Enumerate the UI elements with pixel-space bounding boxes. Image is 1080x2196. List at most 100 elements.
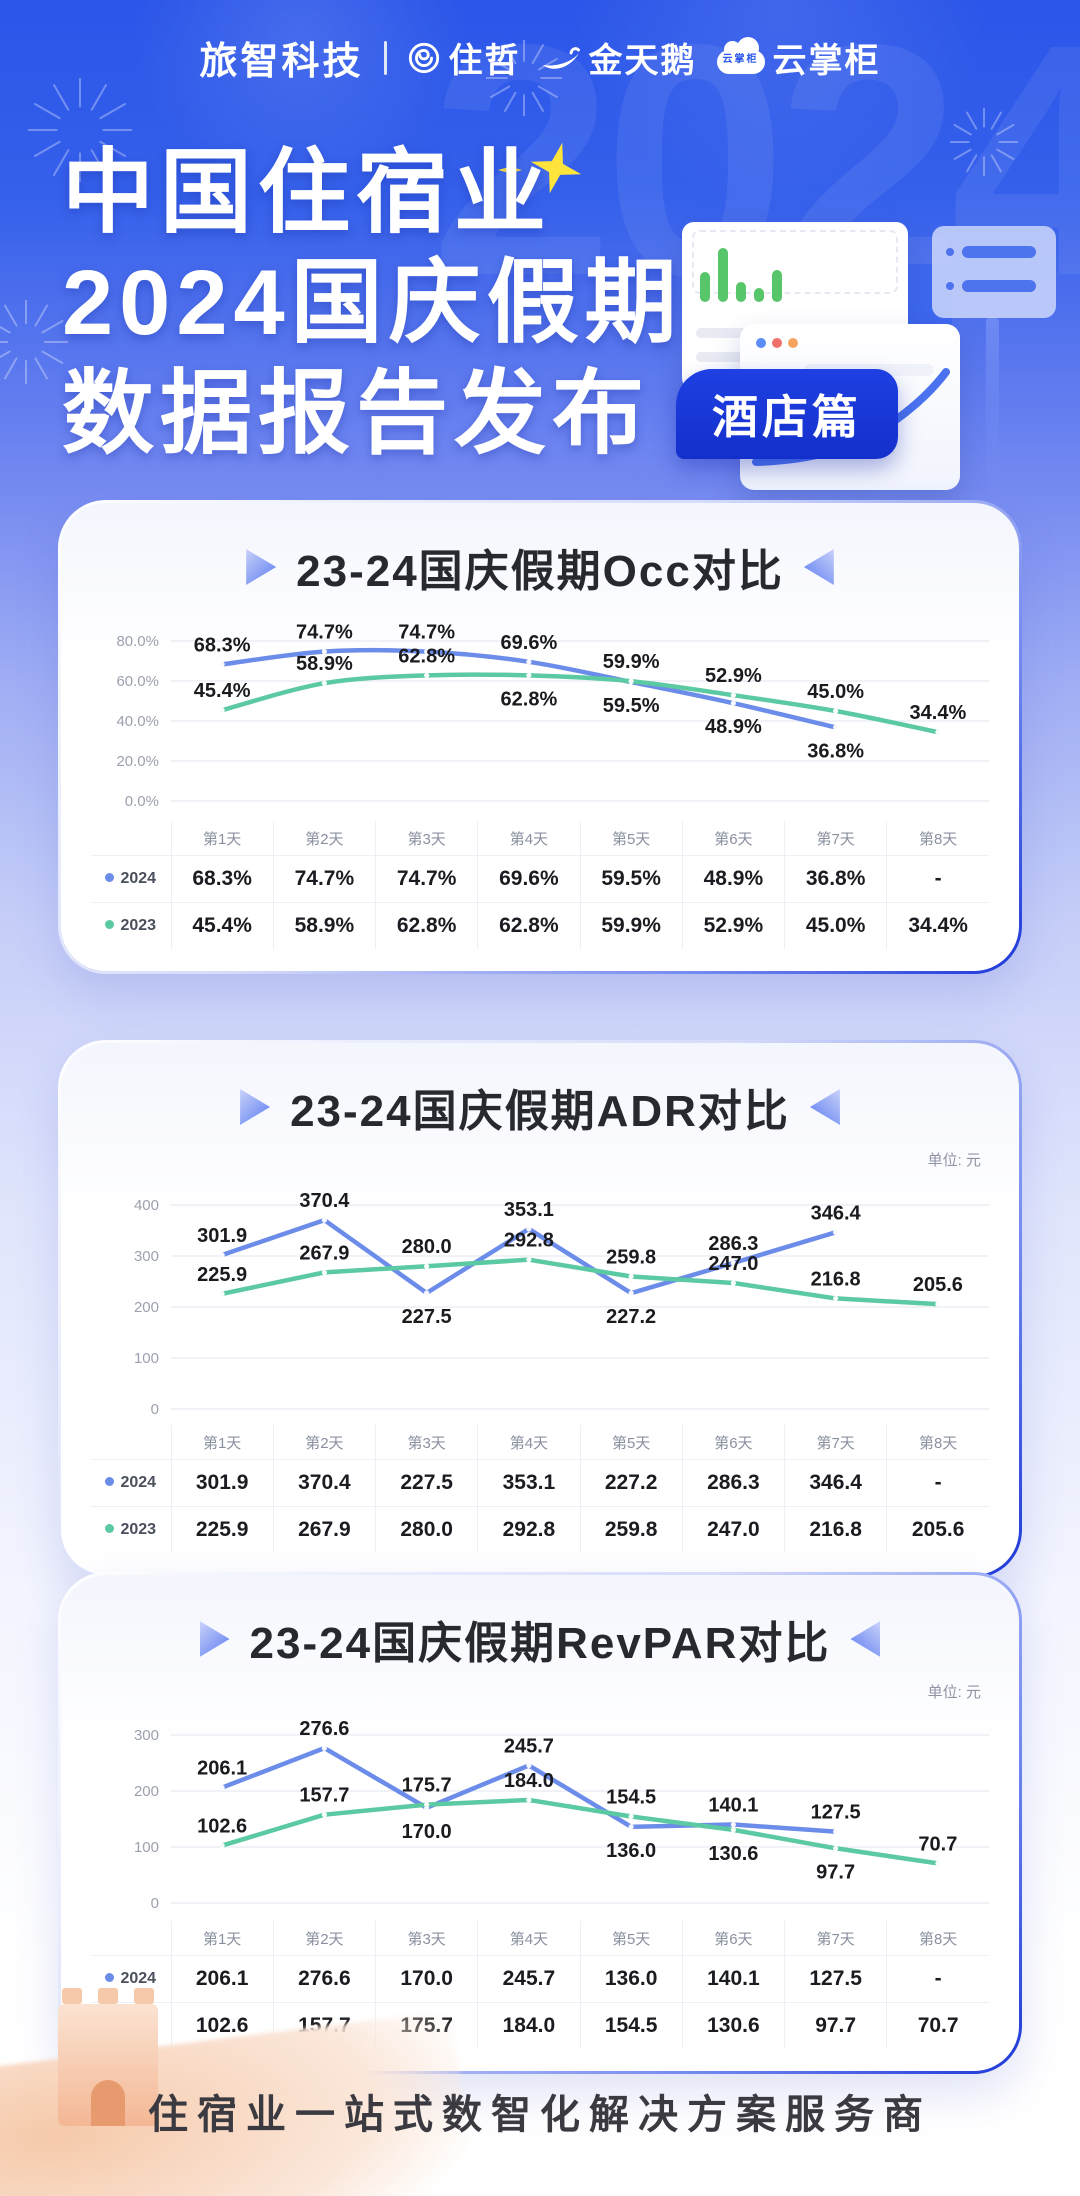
brand-logo-text: 旅智科技 [199, 41, 364, 83]
chart-data-table: 第1天 第2天 第3天 第4天 第5天 第6天 第7天 第8天 2024 206.1 276.6 17… [91, 1921, 989, 2049]
svg-text:70.7: 70.7 [918, 1833, 957, 1855]
occ-data-table-host: 第1天 第2天 第3天 第4天 第5天 第6天 第7天 第8天 2024 68.3% 74.7% 74… [91, 821, 989, 949]
partner-jintiane: 金天鹅 [541, 33, 697, 82]
svg-text:300: 300 [134, 1727, 159, 1744]
value-cell: 69.6% [477, 855, 580, 903]
list-bar-shape [962, 280, 1036, 292]
chart-title: 23-24国庆假期Occ对比 [296, 547, 784, 596]
day-header-cell: 第2天 [272, 1921, 376, 1956]
day-header-cell: 第4天 [477, 1425, 580, 1460]
value-cell: 70.7 [886, 2002, 989, 2049]
value-cell: 170.0 [374, 1955, 478, 2003]
value-cell: 36.8% [783, 855, 887, 903]
series-dot-icon [105, 920, 115, 929]
chart-title-row: 23-24国庆假期RevPAR对比 [91, 1607, 989, 1671]
brand-bar: 旅智科技 住哲 金天鹅 云掌柜 云掌柜 [0, 30, 1080, 85]
svg-text:74.7%: 74.7% [296, 622, 353, 644]
value-cell: 59.9% [579, 902, 683, 949]
value-cell: 59.5% [579, 855, 683, 903]
svg-text:100: 100 [134, 1839, 159, 1856]
value-cell: 130.6 [681, 2002, 785, 2049]
svg-text:346.4: 346.4 [811, 1202, 862, 1224]
svg-text:45.4%: 45.4% [194, 680, 251, 702]
mini-bar-chart-icon [700, 248, 782, 302]
chart-data-table: 第1天 第2天 第3天 第4天 第5天 第6天 第7天 第8天 2024 301.9 370.4 22… [91, 1425, 989, 1553]
svg-text:102.6: 102.6 [197, 1816, 247, 1838]
day-header-cell: 第5天 [579, 1425, 683, 1460]
day-header-cell: 第1天 [170, 1921, 274, 1956]
table-header-row: 第1天 第2天 第3天 第4天 第5天 第6天 第7天 第8天 [91, 1921, 989, 1956]
svg-text:0: 0 [151, 1401, 159, 1418]
svg-text:136.0: 136.0 [606, 1840, 656, 1862]
value-cell: 62.8% [477, 902, 580, 949]
svg-text:259.8: 259.8 [606, 1247, 656, 1269]
value-cell: 45.4% [170, 902, 274, 949]
day-header-cell: 第7天 [783, 1425, 887, 1460]
svg-text:62.8%: 62.8% [501, 688, 558, 710]
occ-line-chart: 80.0% 60.0% 40.0% 20.0% 0.0% 68.3% 74.7% 74.7% 6… [91, 605, 989, 819]
series-year: 2024 [120, 1474, 157, 1491]
adr-line-chart: 400 300 200 100 0 301.9 370.4 227.5 353.1 227.2 28… [91, 1175, 989, 1423]
svg-text:286.3: 286.3 [708, 1233, 758, 1255]
partner-yunzhanggui: 云掌柜 云掌柜 [716, 33, 881, 82]
wall-tower-icon [58, 1988, 158, 2126]
svg-text:74.7%: 74.7% [398, 622, 455, 644]
value-cell: 245.7 [477, 1955, 580, 2003]
value-cell: 74.7% [272, 855, 376, 903]
series-year: 2024 [120, 870, 157, 887]
value-cell: 34.4% [886, 902, 989, 949]
svg-text:130.6: 130.6 [708, 1843, 758, 1865]
svg-text:59.5%: 59.5% [603, 695, 660, 717]
value-cell: 259.8 [579, 1506, 683, 1553]
svg-text:36.8%: 36.8% [807, 740, 864, 762]
table-row: 2024 301.9 370.4 227.5 353.1 227.2 286.3 346.4- [91, 1459, 989, 1507]
window-dot-icon [756, 338, 766, 348]
value-cell: 58.9% [272, 902, 376, 949]
day-header-cell: 第2天 [272, 821, 376, 856]
day-header-cell: 第3天 [374, 1425, 478, 1460]
value-cell: 301.9 [170, 1459, 274, 1507]
day-header-cell: 第6天 [681, 821, 785, 856]
svg-text:301.9: 301.9 [197, 1225, 247, 1247]
hero-title-line2: 2024国庆假期 [62, 252, 683, 355]
series-year: 2023 [120, 917, 157, 934]
svg-text:370.4: 370.4 [299, 1190, 350, 1212]
chart-title: 23-24国庆假期ADR对比 [290, 1087, 790, 1136]
svg-text:59.9%: 59.9% [603, 651, 660, 673]
svg-text:127.5: 127.5 [811, 1802, 861, 1824]
day-header-cell: 第1天 [170, 821, 274, 856]
svg-text:170.0: 170.0 [402, 1821, 452, 1843]
svg-text:52.9%: 52.9% [705, 665, 762, 687]
series-dot-icon [105, 1477, 115, 1486]
dashed-frame [692, 230, 898, 294]
day-header-cell: 第7天 [783, 1921, 887, 1956]
swirl-logo-icon [408, 42, 439, 73]
day-header-cell: 第2天 [272, 1425, 376, 1460]
revpar-data-table-host: 第1天 第2天 第3天 第4天 第5天 第6天 第7天 第8天 2024 206.1 276.6 17… [91, 1921, 989, 2049]
value-cell: 68.3% [170, 855, 274, 903]
series-year: 2024 [120, 1970, 157, 1987]
value-cell: 227.5 [374, 1459, 478, 1507]
svg-text:157.7: 157.7 [299, 1785, 349, 1807]
series-year: 2023 [120, 1521, 157, 1538]
unit-label: 单位: 元 [927, 1152, 981, 1169]
sign-pole-shape [986, 316, 999, 476]
chart-title-row: 23-24国庆假期ADR对比 [91, 1075, 989, 1139]
svg-text:225.9: 225.9 [197, 1264, 247, 1286]
adr-chart-card: 23-24国庆假期ADR对比 单位: 元 400 300 200 100 0 301.9 3… [58, 1040, 1022, 1578]
adr-data-table-host: 第1天 第2天 第3天 第4天 第5天 第6天 第7天 第8天 2024 301.9 370.4 22… [91, 1425, 989, 1553]
cloud-icon: 云掌柜 [716, 36, 765, 74]
partner-zhuzhe: 住哲 [407, 33, 521, 82]
list-bar-shape [962, 246, 1036, 258]
series-dot-icon [105, 1524, 115, 1533]
svg-text:206.1: 206.1 [197, 1758, 247, 1780]
series-label-cell: 2024 [91, 1459, 171, 1507]
bullet-dot-icon [946, 248, 954, 256]
svg-text:267.9: 267.9 [299, 1242, 349, 1264]
value-cell: 267.9 [272, 1506, 376, 1553]
svg-text:276.6: 276.6 [299, 1718, 349, 1740]
svg-text:45.0%: 45.0% [807, 681, 864, 703]
chart-title-row: 23-24国庆假期Occ对比 [91, 535, 989, 599]
svg-text:20.0%: 20.0% [116, 753, 159, 770]
